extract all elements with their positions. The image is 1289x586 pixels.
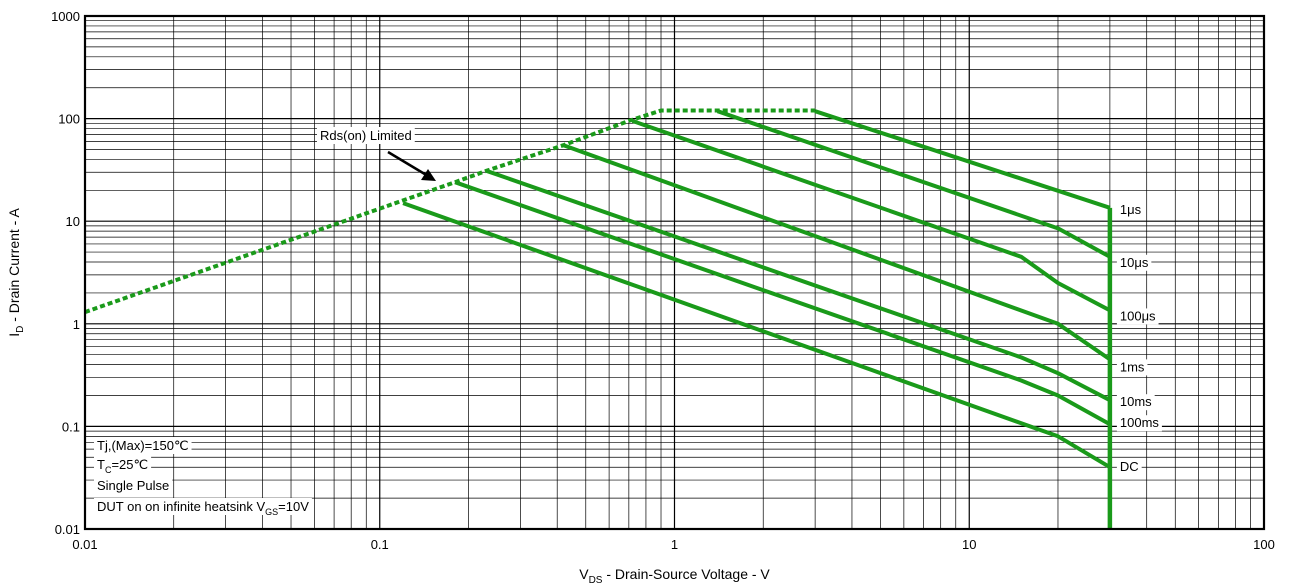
- series-label: 1μs: [1120, 202, 1142, 217]
- annotation-bg: [94, 498, 312, 515]
- series-label-bg: [1116, 459, 1142, 476]
- rds-arrow-shaft: [387, 150, 429, 178]
- series-label: 10ms: [1120, 394, 1152, 409]
- rds-limit-label-bg: [317, 127, 415, 144]
- series-lines: [84, 108, 1113, 529]
- conditions-annotation: Tj,(Max)=150℃ TC=25℃ Single Pulse DUT on on…: [94, 437, 312, 517]
- series-label: DC: [1120, 459, 1139, 474]
- rds-limit-label: Rds(on) Limited: [320, 128, 412, 143]
- tick-labels: 0.01 0.1 1 10 100 0.01 0.1 1 10 100 1000: [51, 9, 1275, 552]
- y-axis-title: ID - Drain Current - A: [6, 208, 26, 337]
- series-label: 100ms: [1120, 415, 1160, 430]
- x-axis-title: VDS - Drain-Source Voltage - V: [579, 566, 770, 586]
- series-label: 10μs: [1120, 255, 1149, 270]
- soa-line-1ms: [562, 143, 1112, 362]
- rds-arrow-head: [421, 169, 436, 181]
- series-label: 1ms: [1120, 359, 1145, 374]
- series-label-bg: [1116, 254, 1152, 271]
- x-tick-label: 0.01: [72, 537, 97, 552]
- y-tick-label: 1000: [51, 9, 80, 24]
- rds-on-limit-line: [84, 108, 816, 314]
- series-label-bg: [1116, 201, 1145, 218]
- series-labels: 1μs 10μs 100μs 1ms 10ms 100ms DC: [1116, 201, 1162, 476]
- rds-limit-callout: Rds(on) Limited: [317, 127, 436, 181]
- series-label-bg: [1116, 415, 1162, 432]
- x-tick-label: 0.1: [371, 537, 389, 552]
- soa-line-DC: [402, 201, 1111, 469]
- soa-line-10ms: [485, 168, 1111, 402]
- y-tick-label: 0.1: [62, 419, 80, 434]
- y-tick-label: 1: [73, 317, 80, 332]
- soa-line-10μs: [716, 109, 1111, 259]
- annotation-bg: [94, 437, 192, 454]
- soa-line-100μs: [631, 119, 1111, 313]
- axis-titles: VDS - Drain-Source Voltage - V ID - Drain…: [6, 208, 770, 586]
- series-label-bg: [1116, 359, 1148, 376]
- y-tick-label: 10: [66, 214, 80, 229]
- annotation-line: DUT on on infinite heatsink VGS=10V: [97, 499, 309, 517]
- annotation-bg: [94, 456, 152, 473]
- x-tick-label: 1: [671, 537, 678, 552]
- x-tick-label: 100: [1253, 537, 1275, 552]
- plot-frame: [83, 14, 1266, 531]
- major-grid: [85, 16, 1264, 529]
- series-label-bg: [1116, 308, 1159, 325]
- x-tick-label: 10: [962, 537, 976, 552]
- series-label: 100μs: [1120, 308, 1156, 323]
- y-tick-label: 0.01: [55, 522, 80, 537]
- annotation-line: TC=25℃: [97, 457, 148, 475]
- y-tick-label: 100: [58, 112, 80, 127]
- soa-line-100ms: [454, 180, 1111, 426]
- annotation-line: Tj,(Max)=150℃: [97, 438, 189, 453]
- annotation-line: Single Pulse: [97, 478, 169, 493]
- annotation-bg: [94, 477, 173, 494]
- series-label-bg: [1116, 394, 1155, 411]
- soa-line-1μs: [814, 109, 1111, 210]
